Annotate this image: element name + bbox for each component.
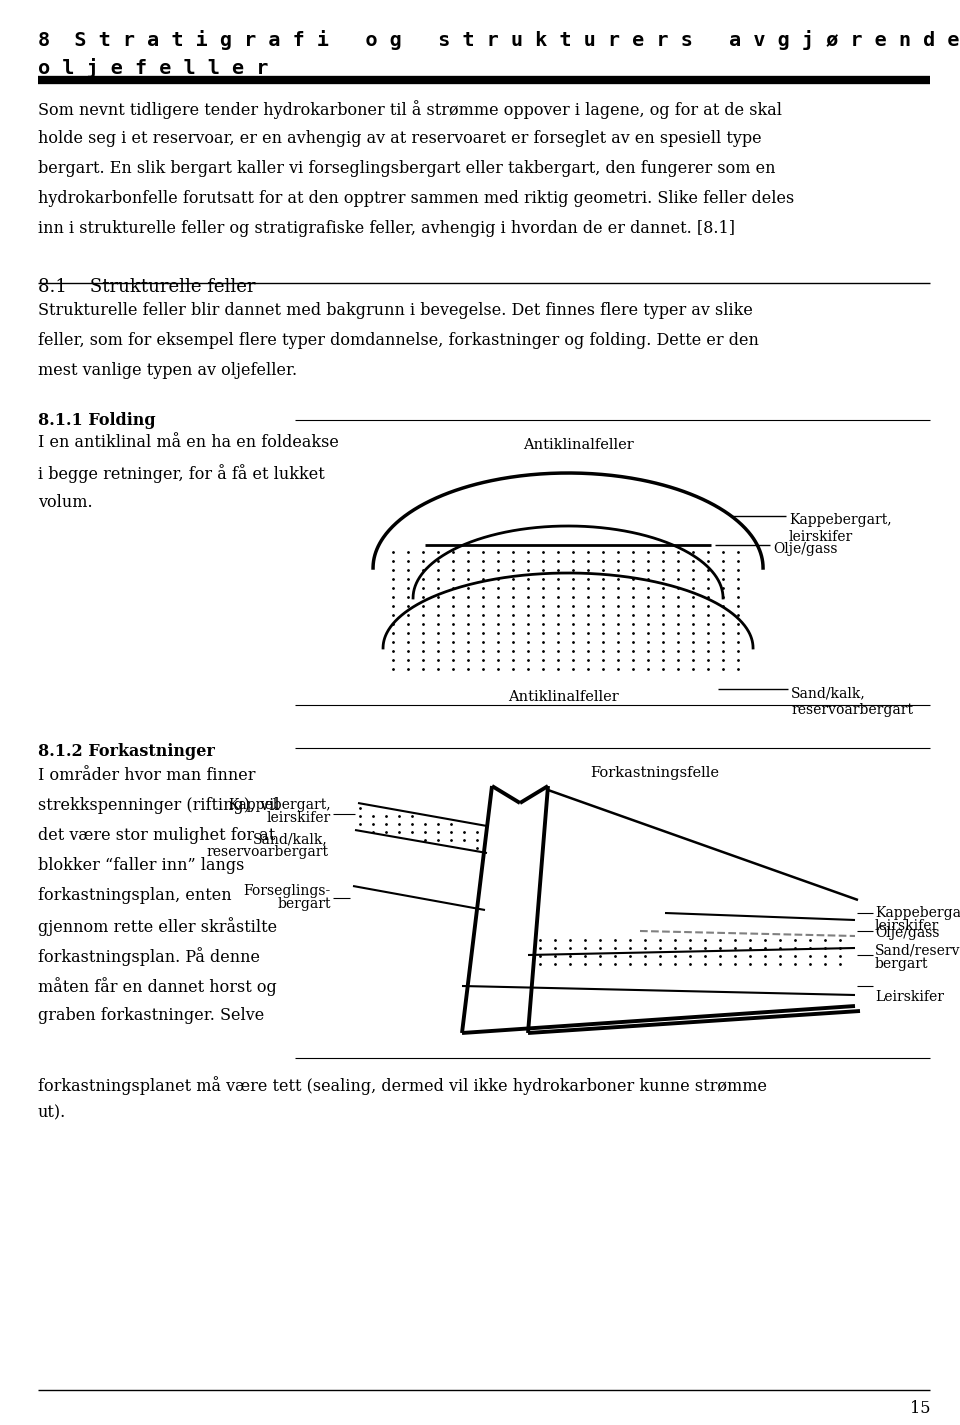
Text: 8.1.1 Folding: 8.1.1 Folding <box>38 412 156 429</box>
Text: reservoarbergart: reservoarbergart <box>206 845 328 859</box>
Text: Sand/reservoar-: Sand/reservoar- <box>875 943 960 958</box>
Text: Sand/kalk,: Sand/kalk, <box>253 832 328 846</box>
Text: leirskifer: leirskifer <box>789 530 853 544</box>
Text: forkastningsplan. På denne: forkastningsplan. På denne <box>38 948 260 966</box>
Text: mest vanlige typen av oljefeller.: mest vanlige typen av oljefeller. <box>38 362 298 379</box>
Text: Forkastningsfelle: Forkastningsfelle <box>590 767 719 779</box>
Text: ut).: ut). <box>38 1104 66 1121</box>
Text: gjennom rette eller skråstilte: gjennom rette eller skråstilte <box>38 918 277 936</box>
Text: volum.: volum. <box>38 494 92 512</box>
Text: holde seg i et reservoar, er en avhengig av at reservoaret er forseglet av en sp: holde seg i et reservoar, er en avhengig… <box>38 130 761 147</box>
Text: inn i strukturelle feller og stratigrafiske feller, avhengig i hvordan de er dan: inn i strukturelle feller og stratigrafi… <box>38 219 735 237</box>
Text: Forseglings-: Forseglings- <box>244 884 331 898</box>
Text: strekkspenninger (rifting), vil: strekkspenninger (rifting), vil <box>38 797 279 814</box>
Text: Kappebergart,: Kappebergart, <box>789 513 892 527</box>
Text: forkastningsplanet må være tett (sealing, dermed vil ikke hydrokarboner kunne st: forkastningsplanet må være tett (sealing… <box>38 1076 767 1094</box>
Text: feller, som for eksempel flere typer domdannelse, forkastninger og folding. Dett: feller, som for eksempel flere typer dom… <box>38 332 758 349</box>
Text: 15: 15 <box>909 1399 930 1416</box>
Text: Antiklinalfeller: Antiklinalfeller <box>523 437 634 452</box>
Text: Olje/gass: Olje/gass <box>773 542 837 556</box>
Text: Olje/gass: Olje/gass <box>875 926 940 940</box>
Text: 8  S t r a t i g r a f i   o g   s t r u k t u r e r s   a v g j ø r e n d e   r: 8 S t r a t i g r a f i o g s t r u k t … <box>38 30 960 50</box>
Text: leirskifer: leirskifer <box>875 919 939 933</box>
Text: måten får en dannet horst og: måten får en dannet horst og <box>38 978 276 996</box>
Text: o l j e f e l l e r: o l j e f e l l e r <box>38 58 269 78</box>
Text: bergart: bergart <box>875 958 928 970</box>
Text: reservoarbergart: reservoarbergart <box>791 704 913 717</box>
Text: det være stor mulighet for at: det være stor mulighet for at <box>38 826 276 844</box>
Text: Strukturelle feller blir dannet med bakgrunn i bevegelse. Det finnes flere typer: Strukturelle feller blir dannet med bakg… <box>38 302 753 319</box>
Text: Kappebergart,: Kappebergart, <box>228 798 331 812</box>
Text: bergart. En slik bergart kaller vi forseglingsbergart eller takbergart, den fung: bergart. En slik bergart kaller vi forse… <box>38 160 776 177</box>
Text: leirskifer: leirskifer <box>267 811 331 825</box>
Text: 8.1    Strukturelle feller: 8.1 Strukturelle feller <box>38 278 255 296</box>
Text: bergart: bergart <box>277 896 331 911</box>
Text: Kappebergart,: Kappebergart, <box>875 906 960 921</box>
Text: I en antiklinal må en ha en foldeakse: I en antiklinal må en ha en foldeakse <box>38 435 339 450</box>
Text: I områder hvor man finner: I områder hvor man finner <box>38 767 255 784</box>
Text: hydrokarbonfelle forutsatt for at den opptrer sammen med riktig geometri. Slike : hydrokarbonfelle forutsatt for at den op… <box>38 190 794 207</box>
Text: forkastningsplan, enten: forkastningsplan, enten <box>38 886 231 903</box>
Text: 8.1.2 Forkastninger: 8.1.2 Forkastninger <box>38 742 215 760</box>
Text: Antiklinalfeller: Antiklinalfeller <box>508 690 619 704</box>
Text: blokker “faller inn” langs: blokker “faller inn” langs <box>38 856 245 874</box>
Text: Leirskifer: Leirskifer <box>875 990 944 1005</box>
Text: Som nevnt tidligere tender hydrokarboner til å strømme oppover i lagene, og for : Som nevnt tidligere tender hydrokarboner… <box>38 100 782 118</box>
Text: graben forkastninger. Selve: graben forkastninger. Selve <box>38 1007 264 1025</box>
Text: Sand/kalk,: Sand/kalk, <box>791 687 866 700</box>
Text: i begge retninger, for å få et lukket: i begge retninger, for å få et lukket <box>38 465 324 483</box>
